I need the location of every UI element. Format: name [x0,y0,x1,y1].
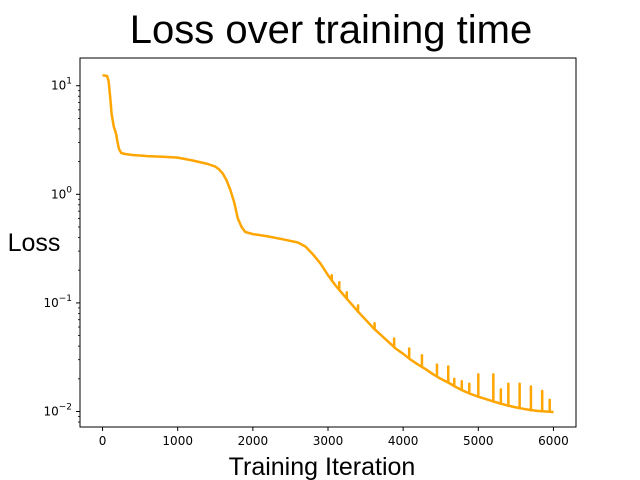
loss-series-line [102,73,554,414]
axes-frame [79,57,577,428]
y-tick-label: 101 [51,77,72,93]
y-tick-label: 100 [51,185,72,201]
x-axis-label: Training Iteration [229,453,416,480]
y-tick-label: 10−2 [43,403,72,419]
x-tick-label: 1000 [162,434,193,448]
plot-area [79,57,577,428]
y-axis: 101 100 10−1 10−2 [43,77,80,423]
y-tick-label: 10−1 [43,294,72,310]
chart-title: Loss over training time [130,8,532,52]
x-tick-label: 2000 [238,434,269,448]
y-axis-label: Loss [8,229,61,257]
x-tick-label: 3000 [313,434,344,448]
x-tick-label: 4000 [388,434,419,448]
x-tick-label: 0 [99,434,107,448]
x-axis: 0 1000 2000 3000 4000 5000 6000 [99,427,569,448]
x-tick-label: 6000 [538,434,569,448]
x-tick-label: 5000 [463,434,494,448]
